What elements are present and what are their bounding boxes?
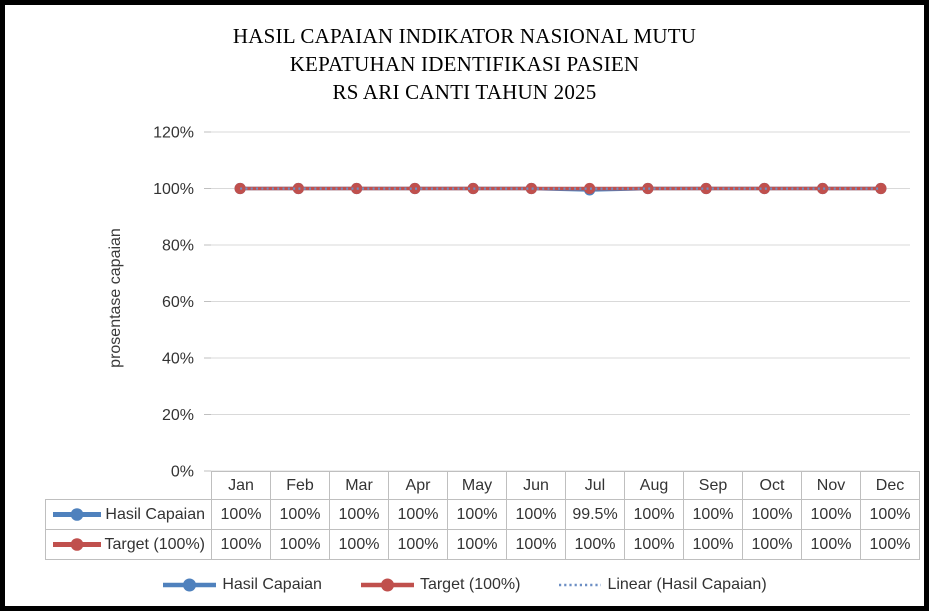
row-label: Hasil Capaian bbox=[105, 505, 205, 523]
data-point-marker bbox=[467, 182, 479, 195]
table-row: Target (100%) 100% 100% 100% 100% 100% 100% 100… bbox=[45, 529, 920, 560]
month-header-cell: Aug bbox=[624, 471, 684, 500]
legend-line-marker-icon bbox=[163, 578, 217, 592]
chart-title-line3: RS ARI CANTI TAHUN 2025 bbox=[332, 80, 597, 104]
data-table: Jan Feb Mar Apr May Jun Jul Aug Sep Oct Nov Dec Has… bbox=[45, 471, 920, 560]
legend-line-marker-icon bbox=[360, 578, 414, 592]
data-point-marker bbox=[758, 182, 770, 195]
legend-label: Hasil Capaian bbox=[222, 576, 322, 593]
table-row: Hasil Capaian 100% 100% 100% 100% 100% 100% 99.… bbox=[45, 499, 920, 530]
value-cell: 100% bbox=[506, 529, 566, 560]
value-cell: 100% bbox=[742, 499, 802, 530]
data-point-marker bbox=[700, 182, 712, 195]
month-header-cell: Jan bbox=[211, 471, 271, 500]
legend-item: Target (100%) bbox=[360, 576, 521, 594]
legend-label: Target (100%) bbox=[419, 576, 521, 593]
chart-title-line2: KEPATUHAN IDENTIFIKASI PASIEN bbox=[289, 52, 640, 76]
data-table-header: Jan Feb Mar Apr May Jun Jul Aug Sep Oct Nov Dec bbox=[46, 471, 920, 500]
value-cell: 100% bbox=[860, 529, 920, 560]
row-label-cell: Target (100%) bbox=[45, 529, 212, 560]
data-point-marker bbox=[409, 182, 421, 195]
month-header-cell: Mar bbox=[329, 471, 389, 500]
value-cell: 100% bbox=[329, 499, 389, 530]
y-tick-label: 80% bbox=[162, 238, 194, 255]
data-point-marker bbox=[234, 182, 246, 195]
value-cell: 99.5% bbox=[565, 499, 625, 530]
value-cell: 100% bbox=[860, 499, 920, 530]
legend-label: Linear (Hasil Capaian) bbox=[607, 576, 767, 593]
value-cell: 100% bbox=[447, 499, 507, 530]
value-cell: 100% bbox=[624, 499, 684, 530]
data-point-marker bbox=[817, 182, 829, 195]
month-header-cell: Dec bbox=[860, 471, 920, 500]
value-cell: 100% bbox=[506, 499, 566, 530]
table-corner-cell bbox=[46, 472, 212, 500]
key-marker bbox=[70, 538, 83, 551]
month-header-row: Jan Feb Mar Apr May Jun Jul Aug Sep Oct Nov Dec bbox=[46, 471, 920, 500]
value-cell: 100% bbox=[801, 529, 861, 560]
legend-item: Hasil Capaian bbox=[162, 576, 322, 594]
data-table-body: Hasil Capaian 100% 100% 100% 100% 100% 100% 99.… bbox=[45, 499, 920, 560]
month-header-cell: Oct bbox=[742, 471, 802, 500]
row-label-cell: Hasil Capaian bbox=[45, 499, 212, 530]
y-tick-label: 40% bbox=[162, 351, 194, 368]
value-cell: 100% bbox=[388, 499, 448, 530]
plot-area: 120% 100% 80% 60% 40% 20% 0% bbox=[153, 125, 910, 481]
month-header-cell: Nov bbox=[801, 471, 861, 500]
chart-legend: Hasil Capaian Target (100%) Linear (Hasil … bbox=[5, 576, 924, 594]
key-marker bbox=[183, 578, 197, 592]
value-cell: 100% bbox=[388, 529, 448, 560]
series-key-icon bbox=[52, 538, 101, 551]
value-cell: 100% bbox=[801, 499, 861, 530]
key-marker bbox=[71, 508, 84, 521]
value-cell: 100% bbox=[211, 529, 271, 560]
key-marker bbox=[380, 578, 394, 592]
value-cell: 100% bbox=[211, 499, 271, 530]
data-point-marker bbox=[584, 182, 596, 195]
y-tick-label: 60% bbox=[162, 294, 194, 311]
month-header-cell: Sep bbox=[683, 471, 743, 500]
value-cell: 100% bbox=[742, 529, 802, 560]
month-header-cell: May bbox=[447, 471, 507, 500]
y-tick-label: 120% bbox=[153, 125, 194, 142]
row-label: Target (100%) bbox=[104, 535, 206, 553]
month-header-cell: Jun bbox=[506, 471, 566, 500]
month-header-cell: Feb bbox=[270, 471, 330, 500]
value-cell: 100% bbox=[624, 529, 684, 560]
value-cell: 100% bbox=[683, 529, 743, 560]
legend-dotted-line-icon bbox=[559, 583, 602, 587]
data-point-marker bbox=[525, 182, 537, 195]
data-point-marker bbox=[875, 182, 887, 195]
data-point-marker bbox=[642, 182, 654, 195]
chart-title: HASIL CAPAIAN INDIKATOR NASIONAL MUTU KE… bbox=[5, 22, 924, 106]
month-header-cell: Apr bbox=[388, 471, 448, 500]
value-cell: 100% bbox=[270, 499, 330, 530]
y-tick-label: 0% bbox=[171, 464, 194, 481]
legend-item: Linear (Hasil Capaian) bbox=[558, 576, 767, 594]
chart-title-line1: HASIL CAPAIAN INDIKATOR NASIONAL MUTU bbox=[232, 24, 697, 48]
value-cell: 100% bbox=[270, 529, 330, 560]
month-header-cell: Jul bbox=[565, 471, 625, 500]
y-tick-label: 100% bbox=[153, 181, 194, 198]
value-cell: 100% bbox=[329, 529, 389, 560]
data-point-marker bbox=[351, 182, 363, 195]
data-point-marker bbox=[292, 182, 304, 195]
series-key-icon bbox=[53, 508, 102, 521]
value-cell: 100% bbox=[683, 499, 743, 530]
value-cell: 100% bbox=[565, 529, 625, 560]
value-cell: 100% bbox=[447, 529, 507, 560]
y-tick-label: 20% bbox=[162, 407, 194, 424]
